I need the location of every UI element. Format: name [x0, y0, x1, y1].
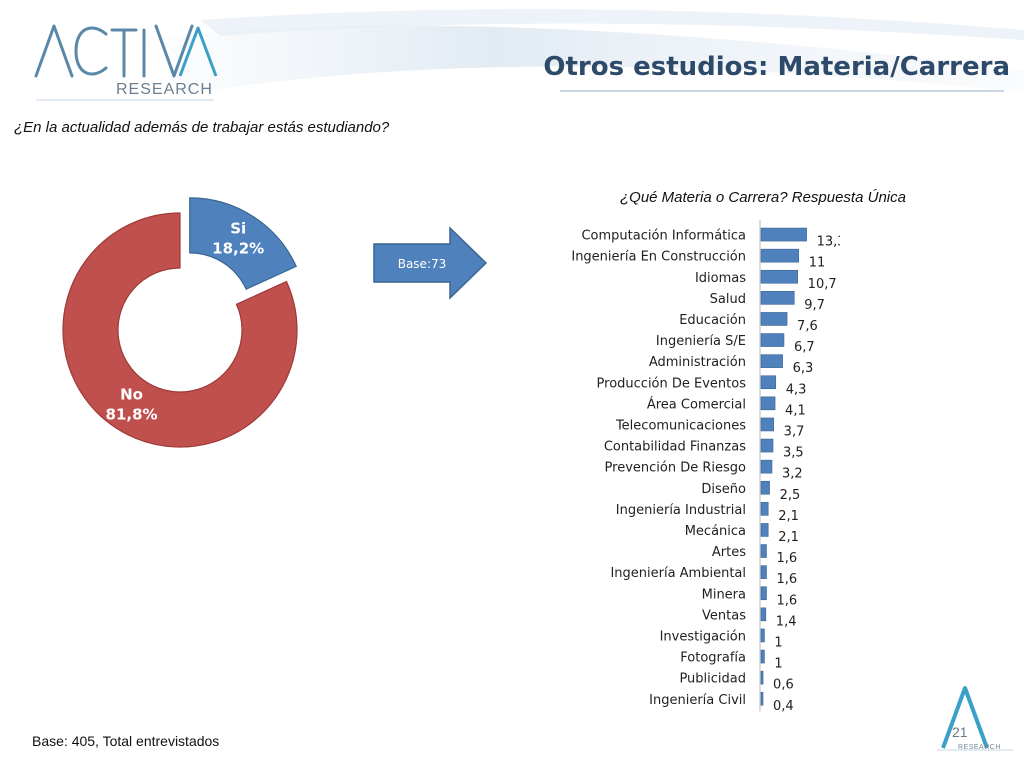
bar-category-label: Artes	[712, 545, 746, 560]
bar-category-label: Salud	[710, 292, 746, 307]
bar-value-label: 1,6	[776, 572, 797, 587]
bar-chart: Computación Informática 13,3 Ingeniería En…	[571, 220, 840, 714]
arrow-base-label: Base:73	[398, 257, 447, 271]
bar-category-label: Minera	[702, 587, 746, 602]
donut-category-label: No	[120, 385, 143, 403]
bar	[760, 312, 788, 326]
bar	[760, 670, 764, 685]
bar	[760, 396, 776, 411]
page-number: 21	[952, 724, 968, 740]
donut-slice-si	[189, 197, 298, 290]
bar-category-label: Contabilidad Finanzas	[604, 440, 746, 455]
bar-category-label: Ingeniería En Construcción	[571, 250, 746, 265]
bar-category-label: Computación Informática	[581, 229, 746, 244]
bar-value-label: 1	[774, 635, 782, 650]
bar	[760, 375, 777, 390]
bar-value-label: 1,6	[776, 551, 797, 566]
arrow-right-icon: Base:73	[373, 226, 488, 300]
bar	[760, 480, 770, 495]
bar-category-label: Ingeniería Civil	[649, 693, 746, 708]
bar-value-label: 2,1	[778, 530, 799, 545]
footer-brand-text: RESEARCH	[958, 744, 1001, 751]
bar-value-label: 3,7	[784, 424, 805, 439]
bar	[760, 438, 774, 453]
bar-value-label: 9,7	[804, 298, 825, 313]
bar-category-label: Fotografía	[680, 651, 746, 666]
bar-category-label: Ingeniería Industrial	[616, 503, 746, 518]
bar	[760, 459, 773, 474]
bar	[760, 417, 774, 432]
donut-slice-no	[62, 212, 298, 448]
bar-value-label: 7,6	[797, 319, 818, 334]
bar-value-label: 1,4	[776, 614, 797, 629]
bar-category-label: Telecomunicaciones	[615, 418, 746, 433]
bar-category-label: Ventas	[702, 608, 746, 623]
bar-category-label: Diseño	[701, 482, 746, 497]
bar-category-label: Publicidad	[679, 672, 746, 687]
bar-category-label: Producción De Eventos	[597, 376, 747, 391]
bar	[760, 333, 785, 347]
bar-category-label: Prevención De Riesgo	[605, 461, 746, 476]
bar	[760, 523, 769, 537]
bar	[760, 628, 765, 643]
bar-category-label: Idiomas	[695, 271, 746, 286]
bar-value-label: 3,2	[782, 467, 803, 482]
bar-category-label: Educación	[679, 313, 746, 328]
activa-research-logo: RESEARCH	[34, 24, 218, 101]
bar	[760, 502, 769, 516]
bar-category-label: Administración	[649, 355, 746, 370]
bar-value-label: 3,5	[783, 446, 804, 461]
bar-value-label: 2,5	[780, 488, 801, 503]
bar	[760, 586, 767, 601]
bar	[760, 691, 764, 706]
bar	[760, 269, 798, 284]
bar-value-label: 2,1	[778, 509, 799, 524]
chart-subquestion: ¿Qué Materia o Carrera? Respuesta Única	[620, 189, 906, 206]
bar-category-label: Mecánica	[685, 524, 746, 539]
bar-value-label: 6,3	[793, 361, 814, 376]
bar	[760, 565, 767, 579]
bar	[760, 607, 767, 622]
slide-title: Otros estudios: Materia/Carrera	[543, 52, 1010, 82]
bar-value-label: 10,7	[808, 277, 837, 292]
bar-value-label: 0,4	[773, 699, 794, 714]
bar-category-label: Ingeniería Ambiental	[610, 566, 746, 581]
bar-value-label: 1,6	[776, 593, 797, 608]
bar-value-label: 4,1	[785, 403, 806, 418]
bar	[760, 291, 795, 305]
bar-value-label: 13,3	[817, 235, 840, 250]
bar-value-label: 11	[809, 256, 826, 271]
svg-text:RESEARCH: RESEARCH	[116, 81, 213, 98]
bar-category-label: Área Comercial	[647, 396, 746, 412]
donut-percent-label: 81,8%	[106, 405, 158, 423]
donut-category-label: Si	[230, 220, 246, 238]
bar	[760, 248, 800, 263]
donut-chart: Si 18,2% No 81,8%	[62, 197, 298, 448]
bar-value-label: 4,3	[786, 382, 807, 397]
bar	[760, 227, 807, 242]
footer-logo	[937, 686, 1013, 751]
bar-value-label: 0,6	[773, 678, 794, 693]
footer-base-note: Base: 405, Total entrevistados	[32, 733, 220, 749]
bar-value-label: 6,7	[794, 340, 815, 355]
bar	[760, 544, 767, 558]
bar-category-label: Ingeniería S/E	[656, 334, 746, 349]
bar-category-label: Investigación	[660, 629, 746, 644]
bar	[760, 649, 765, 664]
bar-value-label: 1	[774, 657, 782, 672]
title-underline	[560, 90, 1004, 92]
donut-percent-label: 18,2%	[212, 240, 264, 258]
survey-question: ¿En la actualidad además de trabajar est…	[14, 119, 390, 136]
bar	[760, 354, 783, 368]
